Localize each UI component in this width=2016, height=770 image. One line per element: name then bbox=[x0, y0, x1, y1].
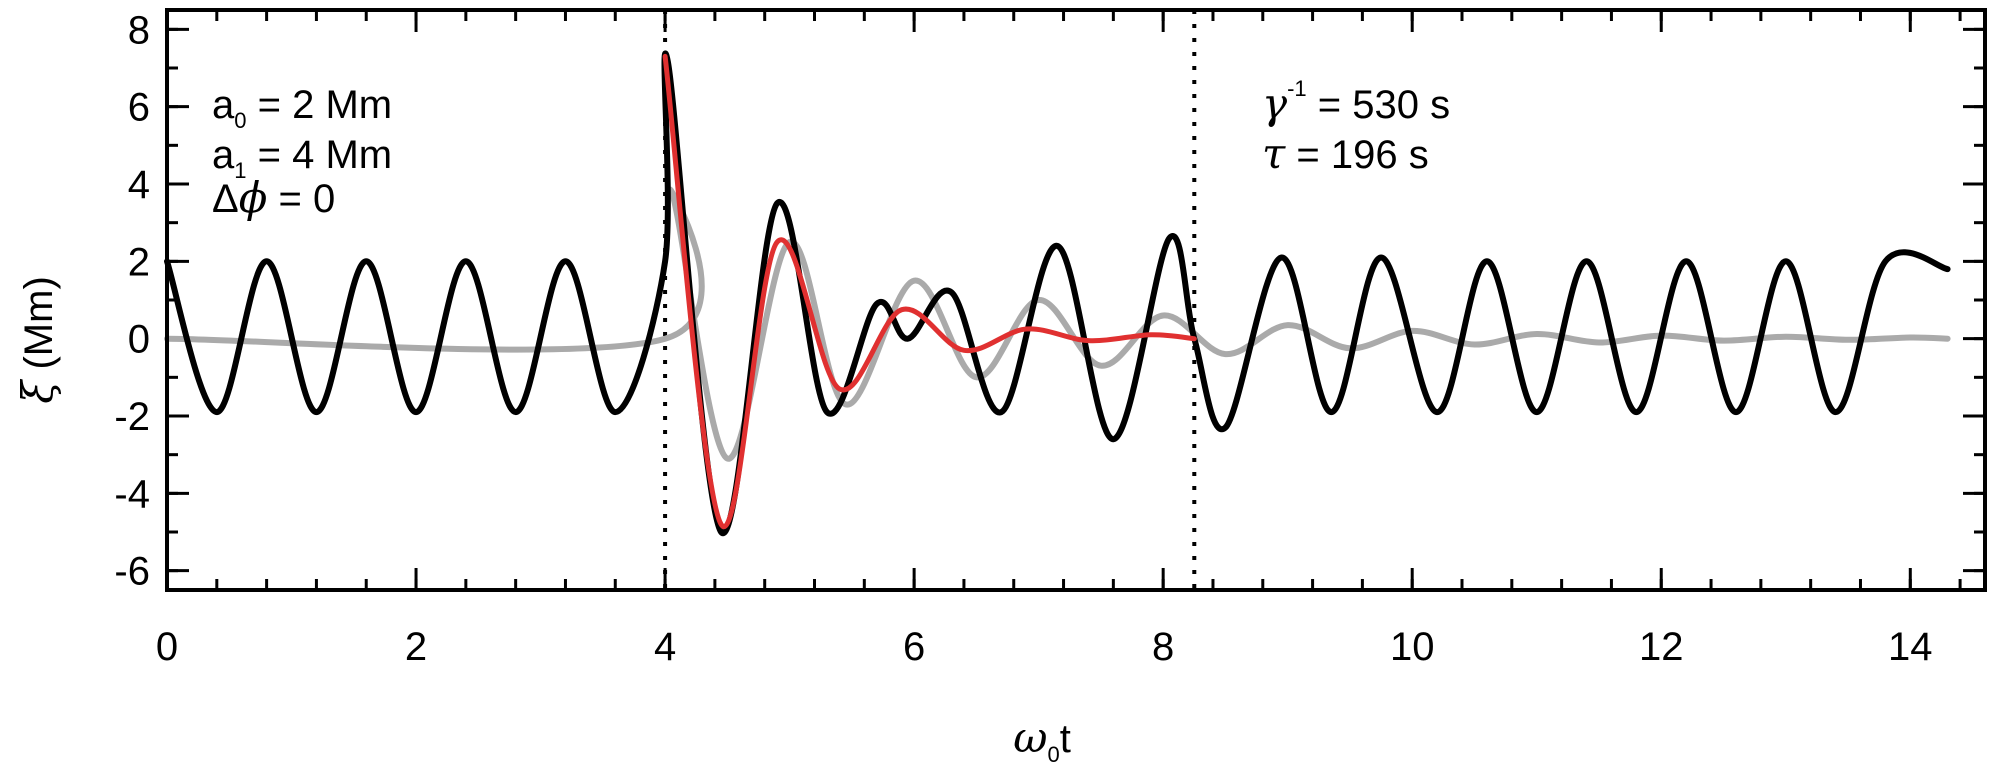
x-tick-label: 2 bbox=[405, 625, 427, 669]
series-line-1 bbox=[164, 186, 1951, 462]
y-tick-label: -4 bbox=[114, 472, 150, 516]
x-axis-label: ω0t bbox=[1013, 713, 1071, 767]
y-tick-label: 8 bbox=[128, 8, 150, 52]
y-tick-label: 4 bbox=[128, 163, 150, 207]
x-tick-label: 14 bbox=[1888, 625, 1933, 669]
series-line-0 bbox=[164, 50, 1951, 536]
x-tick-label: 4 bbox=[654, 625, 676, 669]
y-tick-label: 0 bbox=[128, 318, 150, 362]
plot-frame bbox=[165, 8, 1987, 592]
series-lines bbox=[164, 50, 1951, 536]
y-tick-label: -2 bbox=[114, 395, 150, 439]
annotation-a0: a0 = 2 Mm bbox=[212, 83, 392, 133]
y-tick-label: 2 bbox=[128, 240, 150, 284]
x-tick-label: 6 bbox=[903, 625, 925, 669]
reference-lines bbox=[663, 10, 1197, 590]
y-tick-label: -6 bbox=[114, 550, 150, 594]
y-tick-label: 6 bbox=[128, 86, 150, 130]
tick-labels: 0 2 4 6 8 10 12 14 -6 -4 -2 0 2 4 6 8 bbox=[114, 8, 1932, 669]
annotation-a1: a1 = 4 Mm bbox=[212, 133, 392, 183]
x-tick-label: 8 bbox=[1152, 625, 1174, 669]
annotation-dphi: Δϕ = 0 bbox=[212, 173, 335, 222]
x-tick-label: 0 bbox=[156, 625, 178, 669]
series-line-2 bbox=[662, 53, 1197, 530]
x-tick-label: 12 bbox=[1639, 625, 1684, 669]
y-axis-label: ξ (Mm) bbox=[13, 276, 62, 404]
annotation-tau: τ = 196 s bbox=[1262, 129, 1429, 178]
annotation-gamma: γ-1 = 530 s bbox=[1262, 76, 1450, 128]
x-tick-label: 10 bbox=[1390, 625, 1435, 669]
